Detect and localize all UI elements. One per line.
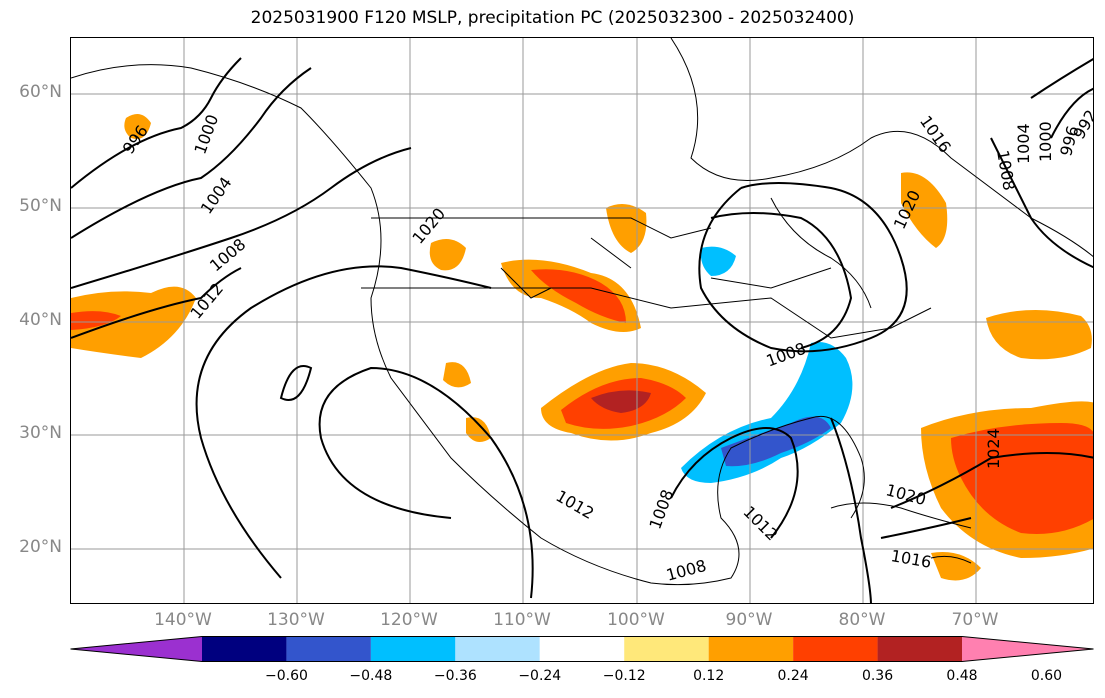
- lon-label-80w: 80°W: [838, 610, 886, 630]
- lon-label-70w: 70°W: [951, 610, 999, 630]
- colorbar-tick-label: −0.60: [264, 668, 308, 684]
- colorbar-cell: [455, 636, 540, 662]
- contour-label: 1012: [553, 486, 598, 523]
- colorbar-tick-label: −0.12: [602, 668, 646, 684]
- lat-label-60n: 60°N: [19, 82, 62, 102]
- colorbar-tick-label: 0.36: [861, 668, 894, 684]
- lat-label-50n: 50°N: [19, 196, 62, 216]
- colorbar-tick-label: 0.12: [693, 668, 725, 684]
- contour-label: 1004: [1014, 123, 1033, 164]
- colorbar-tick-label: −0.48: [349, 668, 393, 684]
- colorbar-extend-low: [70, 636, 202, 662]
- contour-label: 1016: [889, 546, 932, 572]
- contour-label: 1024: [984, 428, 1003, 469]
- lat-label-40n: 40°N: [19, 310, 62, 330]
- colorbar-tick-label: −0.36: [433, 668, 477, 684]
- contour-label: 1000: [1036, 121, 1055, 162]
- colorbar-cell: [286, 636, 371, 662]
- colorbar-cell: [708, 636, 794, 662]
- colorbar-extend-high: [962, 636, 1094, 662]
- contour-label: 1008: [764, 339, 809, 371]
- colorbar-cell: [877, 636, 962, 662]
- colorbar-tick-label: −0.24: [518, 668, 562, 684]
- contour-label: 1004: [197, 173, 236, 217]
- colorbar-tick-label: 0.48: [946, 668, 978, 684]
- colorbar-cell: [370, 636, 456, 662]
- coastlines: [71, 38, 1093, 586]
- colorbar-tick-label: 0.60: [1030, 668, 1063, 684]
- contour-label: 1008: [206, 235, 249, 276]
- colorbar-cell: [539, 636, 625, 662]
- graticule: [71, 38, 1093, 603]
- contour-label: 1016: [916, 112, 955, 156]
- contour-label: 1012: [739, 502, 781, 544]
- colorbar: [70, 636, 1094, 662]
- map-title: 2025031900 F120 MSLP, precipitation PC (…: [250, 8, 855, 28]
- contour-label: 1020: [884, 480, 928, 509]
- lon-label-100w: 100°W: [607, 610, 665, 630]
- lat-label-20n: 20°N: [19, 537, 62, 557]
- contour-label: 1008: [645, 487, 677, 532]
- map-canvas: 996 1000 1004 1008 1012 1020 1008 1012 1…: [71, 38, 1093, 603]
- lon-label-90w: 90°W: [725, 610, 773, 630]
- lat-label-30n: 30°N: [19, 423, 62, 443]
- colorbar-tick-label: 0.24: [777, 668, 809, 684]
- colorbar-cell: [624, 636, 709, 662]
- lon-label-110w: 110°W: [493, 610, 551, 630]
- precip-negative-fields: [681, 246, 853, 483]
- precip-positive-fields: [71, 114, 1093, 581]
- colorbar-cell: [202, 636, 287, 662]
- isobars: [71, 57, 1093, 603]
- contour-label: 1008: [664, 556, 708, 585]
- lon-label-120w: 120°W: [380, 610, 438, 630]
- weather-map: 996 1000 1004 1008 1012 1020 1008 1012 1…: [70, 37, 1094, 604]
- lon-label-130w: 130°W: [267, 610, 325, 630]
- colorbar-cell: [793, 636, 878, 662]
- lon-label-140w: 140°W: [154, 610, 212, 630]
